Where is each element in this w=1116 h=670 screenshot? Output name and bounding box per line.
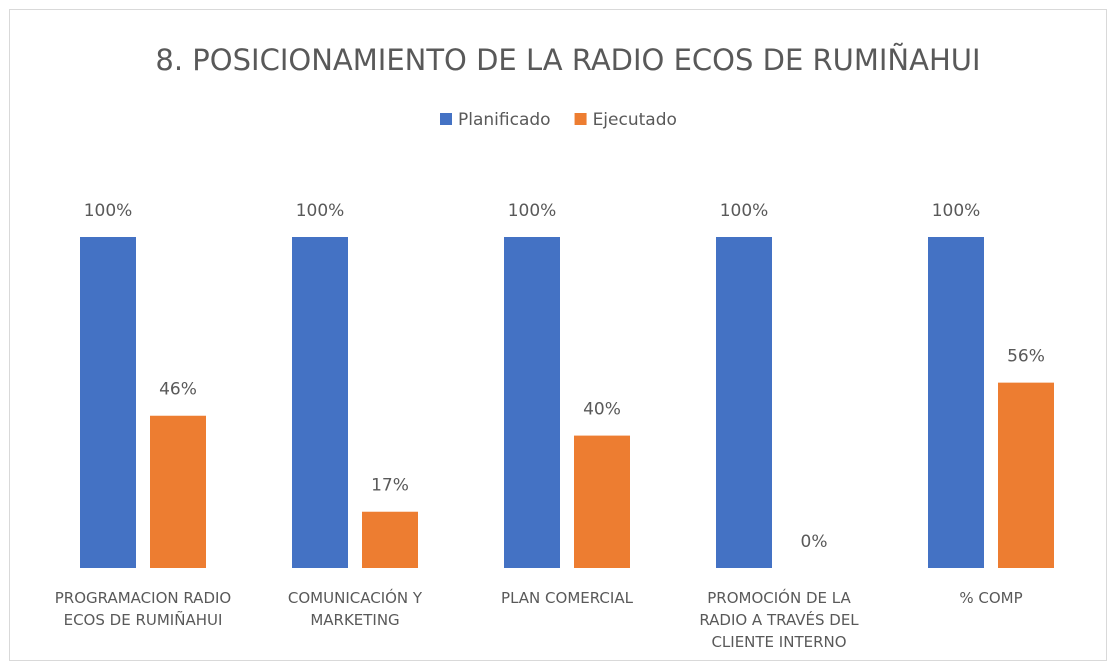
value-label: 0% (801, 532, 828, 552)
value-label: 56% (1007, 347, 1045, 367)
bar (292, 237, 348, 568)
bar (998, 382, 1054, 568)
legend-label: Ejecutado (593, 110, 677, 130)
value-label: 100% (720, 201, 769, 221)
bar (362, 511, 418, 568)
legend-swatch (574, 113, 587, 125)
value-label: 17% (371, 476, 409, 496)
x-tick-label: PROGRAMACION RADIO ECOS DE RUMIÑAHUI (55, 589, 231, 629)
bar (716, 237, 772, 568)
value-label: 100% (932, 201, 981, 221)
x-tick-label: PROMOCIÓN DE LA RADIO A TRAVÉS DEL CLIENTE… (699, 588, 859, 651)
legend-swatch (440, 113, 452, 125)
value-label: 40% (583, 400, 621, 420)
value-label: 100% (508, 201, 557, 221)
x-tick-label: COMUNICACIÓN Y MARKETING (288, 588, 423, 629)
chart-title: 8. POSICIONAMIENTO DE LA RADIO ECOS DE R… (155, 43, 980, 77)
bar (574, 435, 630, 568)
x-tick-label: PLAN COMERCIAL (501, 589, 634, 607)
bar (80, 237, 136, 568)
legend-label: Planificado (458, 110, 551, 130)
bar (928, 237, 984, 568)
bar (504, 237, 560, 568)
value-label: 100% (84, 201, 133, 221)
x-tick-label: % COMP (959, 589, 1022, 607)
bar (150, 415, 206, 568)
value-label: 100% (296, 201, 345, 221)
value-label: 46% (159, 380, 197, 400)
